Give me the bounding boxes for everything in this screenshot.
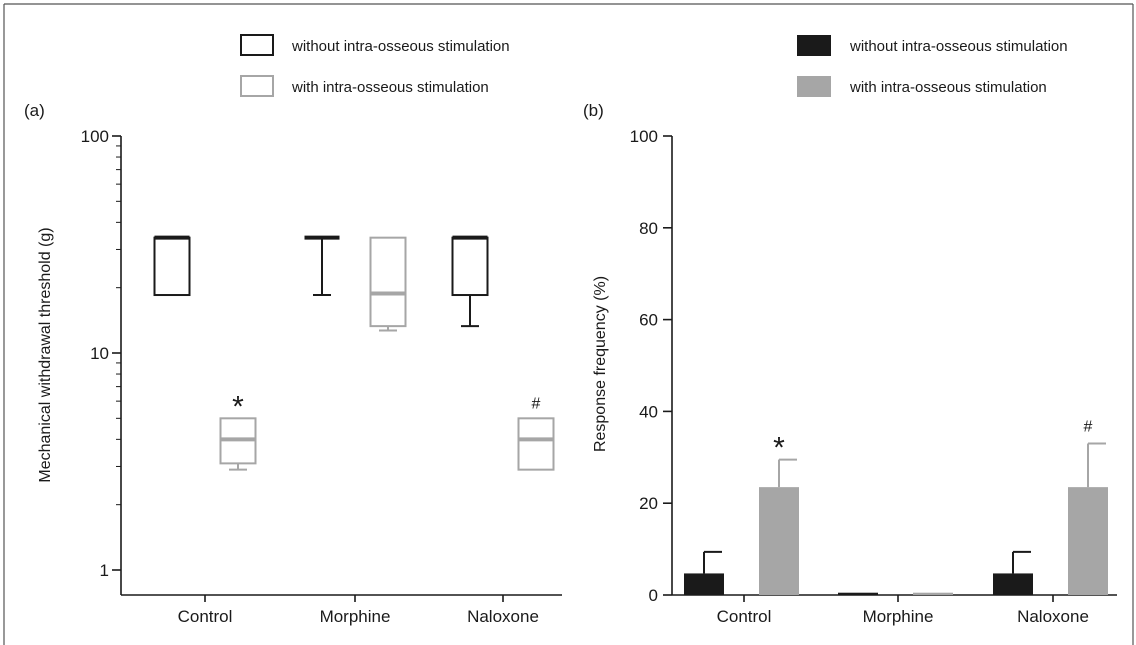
legend-a-swatch-with <box>240 75 274 97</box>
panel-a-box <box>517 417 555 471</box>
panel-a-x-tick-label: Control <box>178 607 233 626</box>
panel-b-label: (b) <box>583 101 604 120</box>
panel-b-bar <box>1068 487 1108 595</box>
legend-a-swatch-without <box>240 34 274 56</box>
panel-a-box <box>153 236 191 297</box>
panel-a-box <box>451 236 489 297</box>
panel-b-y-tick-label: 40 <box>639 402 658 421</box>
panel-a-box <box>369 236 407 328</box>
panel-b-bar <box>684 573 724 595</box>
panel-a-legend: without intra-osseous stimulation with i… <box>240 34 510 97</box>
panel-b-bar <box>913 592 953 595</box>
panel-b-y-tick-label: 20 <box>639 494 658 513</box>
legend-b-label-with: with intra-osseous stimulation <box>849 79 1047 96</box>
panel-a-annotation: * <box>232 390 244 423</box>
panel-a-y-tick-label: 10 <box>90 344 109 363</box>
legend-b-swatch-without <box>797 35 831 56</box>
panel-a-x-tick-label: Naloxone <box>467 607 539 626</box>
panel-b-x-tick-label: Morphine <box>863 607 934 626</box>
panel-a-x-tick-label: Morphine <box>320 607 391 626</box>
panel-b-annotation: * <box>773 432 785 465</box>
panel-b-plot: 0 20 40 60 80 100 Control Morphine Naloxone * # <box>630 127 1117 626</box>
legend-a-label-with: with intra-osseous stimulation <box>291 79 489 96</box>
panel-a-y-tick-label: 1 <box>100 561 109 580</box>
panel-a-ylabel: Mechanical withdrawal threshold (g) <box>37 227 54 482</box>
panel-b-bar <box>838 592 878 595</box>
legend-b-swatch-with <box>797 76 831 97</box>
panel-b-ylabel: Response frequency (%) <box>592 276 609 452</box>
panel-b-x-tick-label: Control <box>717 607 772 626</box>
legend-b-label-without: without intra-osseous stimulation <box>849 38 1068 55</box>
panel-b-annotation: # <box>1084 419 1093 436</box>
panel-a-annotation: # <box>532 395 541 412</box>
panel-b-y-tick-label: 0 <box>649 586 658 605</box>
legend-a-label-without: without intra-osseous stimulation <box>291 38 510 55</box>
panel-a-plot: 1 10 100 Control Morphine Naloxone * # <box>81 127 562 626</box>
panel-b-x-tick-label: Naloxone <box>1017 607 1089 626</box>
panel-b-y-tick-label: 80 <box>639 219 658 238</box>
panel-b-y-tick-label: 100 <box>630 127 658 146</box>
panel-a-y-tick-label: 100 <box>81 127 109 146</box>
panel-b-bar <box>759 487 799 595</box>
panel-b-y-tick-label: 60 <box>639 311 658 330</box>
panel-a-label: (a) <box>24 101 45 120</box>
panel-b-bar <box>993 573 1033 595</box>
panel-b-legend: without intra-osseous stimulation with i… <box>797 35 1068 97</box>
